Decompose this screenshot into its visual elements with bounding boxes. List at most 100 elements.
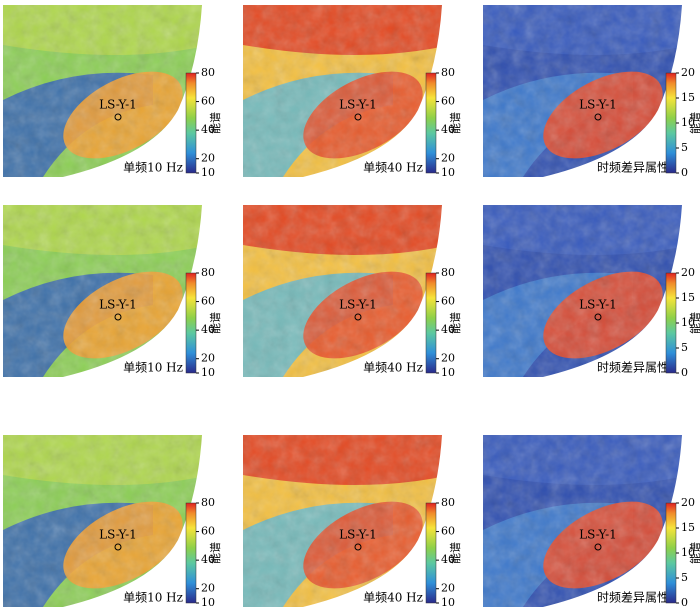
colorbar-tick-label: 60 (201, 95, 215, 108)
colorbar-tick-label: 40 (441, 123, 455, 136)
colorbar (185, 72, 197, 174)
colorbar-title: 能谱 (208, 112, 222, 134)
panel-label: 单频10 Hz (123, 361, 183, 375)
panel: LS-Y-1 时频差异属性 0 5 10 15 20 能谱 (483, 5, 700, 179)
colorbar-tick-label: 0 (681, 166, 688, 179)
well-marker (354, 313, 362, 321)
well-marker (354, 543, 362, 551)
colorbar-tick-label: 5 (681, 141, 688, 154)
well-label: LS-Y-1 (579, 528, 617, 542)
colorbar (185, 502, 197, 604)
colorbar-tick-label: 5 (681, 571, 688, 584)
colorbar-tick-label: 80 (201, 66, 215, 79)
colorbar-title: 能谱 (688, 112, 700, 134)
colorbar-tick-label: 40 (441, 553, 455, 566)
colorbar-tick-label: 10 (201, 166, 215, 179)
well-label: LS-Y-1 (99, 98, 137, 112)
colorbar-tick-label: 40 (201, 553, 215, 566)
well-label: LS-Y-1 (339, 298, 377, 312)
colorbar-title: 能谱 (448, 112, 462, 134)
colorbar-tick-label: 10 (681, 546, 695, 559)
colorbar-tick-label: 15 (681, 91, 695, 104)
colorbar-title: 能谱 (208, 542, 222, 564)
well-label: LS-Y-1 (99, 528, 137, 542)
sea (543, 205, 690, 377)
colorbar-tick-label: 10 (681, 116, 695, 129)
well-marker (114, 113, 122, 121)
colorbar-tick-label: 60 (441, 525, 455, 538)
colorbar-tick-label: 20 (681, 66, 695, 79)
well-label: LS-Y-1 (99, 298, 137, 312)
colorbar-tick-label: 40 (201, 323, 215, 336)
well-label: LS-Y-1 (339, 98, 377, 112)
colorbar-tick-label: 80 (201, 266, 215, 279)
colorbar-tick-label: 20 (681, 266, 695, 279)
colorbar-tick-label: 20 (201, 152, 215, 165)
panel-label: 单频40 Hz (363, 161, 423, 175)
panel-label: 时频差异属性 (597, 591, 669, 605)
colorbar-title: 能谱 (448, 542, 462, 564)
sea (303, 435, 450, 607)
sea (543, 435, 690, 607)
colorbar-tick-label: 20 (441, 152, 455, 165)
sea (303, 205, 450, 377)
colorbar-tick-label: 80 (201, 496, 215, 509)
well-label: LS-Y-1 (579, 98, 617, 112)
colorbar-tick-label: 10 (441, 166, 455, 179)
well-label: LS-Y-1 (339, 528, 377, 542)
sea (63, 205, 210, 377)
colorbar-tick-label: 80 (441, 66, 455, 79)
colorbar-tick-label: 10 (681, 316, 695, 329)
colorbar-title: 能谱 (688, 312, 700, 334)
colorbar-tick-label: 20 (681, 496, 695, 509)
colorbar-tick-label: 15 (681, 291, 695, 304)
colorbar-tick-label: 10 (201, 596, 215, 608)
colorbar-title: 能谱 (448, 312, 462, 334)
sea (63, 5, 210, 177)
panel-label: 单频40 Hz (363, 361, 423, 375)
colorbar-tick-label: 60 (201, 525, 215, 538)
well-marker (594, 313, 602, 321)
colorbar-tick-label: 60 (201, 295, 215, 308)
colorbar-tick-label: 20 (201, 352, 215, 365)
colorbar (665, 272, 677, 374)
well-label: LS-Y-1 (579, 298, 617, 312)
panel: LS-Y-1 时频差异属性 0 5 10 15 20 能谱 (483, 205, 700, 379)
colorbar-tick-label: 80 (441, 266, 455, 279)
panel-label: 单频10 Hz (123, 161, 183, 175)
panel: LS-Y-1 时频差异属性 0 5 10 15 20 能谱 (483, 435, 700, 608)
colorbar-tick-label: 60 (441, 295, 455, 308)
colorbar (425, 272, 437, 374)
colorbar-tick-label: 80 (441, 496, 455, 509)
colorbar-tick-label: 20 (441, 582, 455, 595)
well-marker (114, 543, 122, 551)
colorbar-tick-label: 20 (441, 352, 455, 365)
panel-label: 时频差异属性 (597, 361, 669, 375)
colorbar-title: 能谱 (688, 542, 700, 564)
colorbar-tick-label: 10 (441, 596, 455, 608)
colorbar-tick-label: 40 (441, 323, 455, 336)
colorbar (665, 72, 677, 174)
well-marker (114, 313, 122, 321)
colorbar (425, 502, 437, 604)
colorbar-tick-label: 40 (201, 123, 215, 136)
panel-label: 单频10 Hz (123, 591, 183, 605)
sea (543, 5, 690, 177)
well-marker (354, 113, 362, 121)
colorbar-tick-label: 20 (201, 582, 215, 595)
panel-label: 单频40 Hz (363, 591, 423, 605)
well-marker (594, 543, 602, 551)
colorbar-tick-label: 5 (681, 341, 688, 354)
colorbar-tick-label: 0 (681, 596, 688, 608)
panel-label: 时频差异属性 (597, 161, 669, 175)
colorbar-title: 能谱 (208, 312, 222, 334)
colorbar-tick-label: 60 (441, 95, 455, 108)
colorbar (425, 72, 437, 174)
sea (63, 435, 210, 607)
